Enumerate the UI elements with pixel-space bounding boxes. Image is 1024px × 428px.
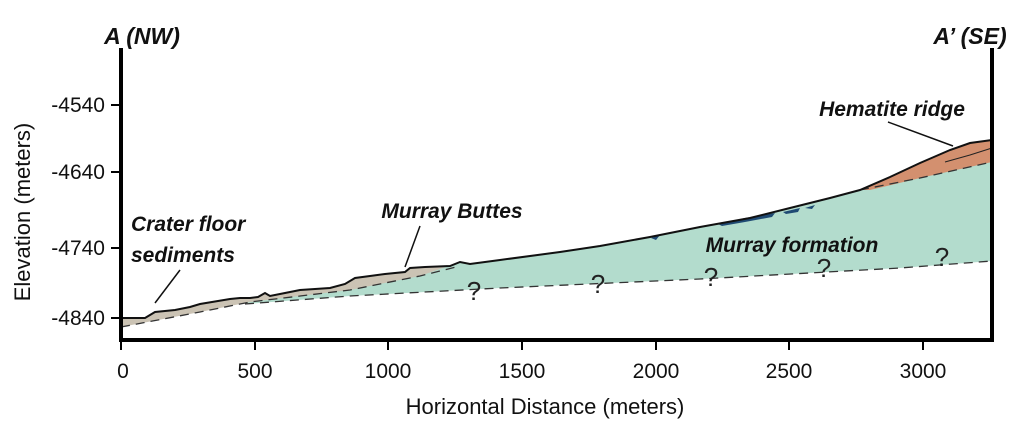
y-axis-label: Elevation (meters) xyxy=(10,123,35,302)
x-axis-label: Horizontal Distance (meters) xyxy=(406,394,685,419)
uncertain-contact-mark: ? xyxy=(817,253,831,283)
y-tick-label: -4740 xyxy=(51,237,105,260)
section-end-right: A’ (SE) xyxy=(932,23,1006,49)
section-end-left: A (NW) xyxy=(103,23,180,49)
y-tick-label: -4840 xyxy=(51,307,105,330)
buttes-leader xyxy=(404,225,421,268)
hematite-base-contact xyxy=(859,161,993,191)
crater-floor-sediments-unit xyxy=(121,262,460,327)
crater-floor-label-line2: sediments xyxy=(131,244,235,267)
x-tick-label: 0 xyxy=(117,360,129,383)
crater-base-contact xyxy=(120,265,461,328)
ground-surface xyxy=(121,139,993,319)
uncertain-contact-mark: ? xyxy=(935,242,949,272)
x-tick-marks xyxy=(120,340,924,350)
y-tick-marks xyxy=(111,104,121,319)
murray-buttes-label: Murray Buttes xyxy=(381,200,522,223)
crater-leader xyxy=(154,269,181,304)
uncertain-contact-mark: ? xyxy=(704,262,718,292)
hematite-ridge-unit xyxy=(860,140,992,190)
x-tick-label: 3000 xyxy=(900,360,947,383)
x-tick-label: 2000 xyxy=(633,360,680,383)
hematite-ridge-label: Hematite ridge xyxy=(819,98,965,121)
y-tick-label: -4640 xyxy=(51,161,105,184)
murray-formation-unit xyxy=(245,140,992,304)
y-tick-label: -4540 xyxy=(51,94,105,117)
uncertain-contact-mark: ? xyxy=(467,276,481,306)
x-tick-label: 1500 xyxy=(499,360,546,383)
crater-floor-label-line1: Crater floor xyxy=(131,213,247,236)
x-tick-label: 1000 xyxy=(365,360,412,383)
uncertain-contact-mark: ? xyxy=(591,269,605,299)
hematite-leader xyxy=(887,121,954,147)
x-tick-label: 2500 xyxy=(766,360,813,383)
hematite-internal-contact xyxy=(944,147,993,163)
murray-formation-label: Murray formation xyxy=(706,234,879,257)
x-tick-label: 500 xyxy=(237,360,272,383)
